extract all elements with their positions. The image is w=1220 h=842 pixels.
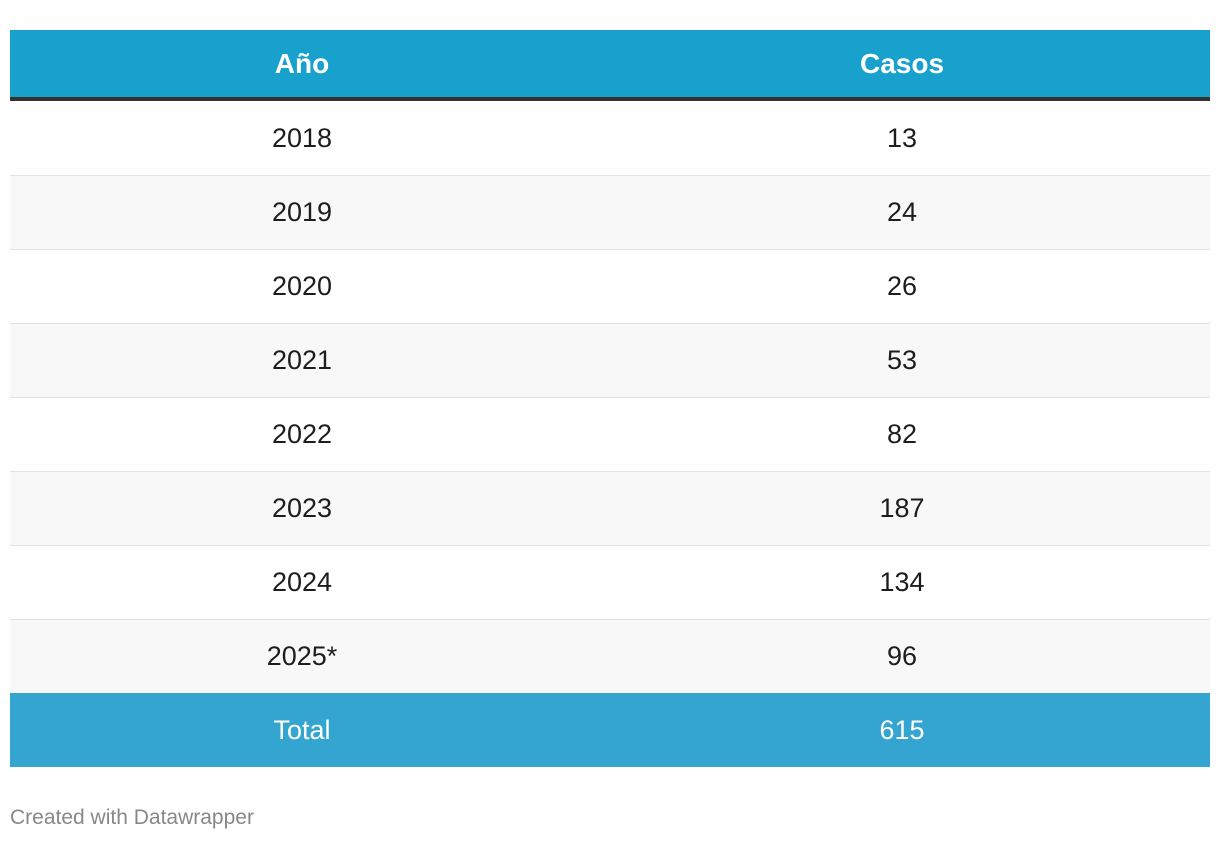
table-header-row: Año Casos (10, 30, 1210, 101)
table-row: 2021 53 (10, 324, 1210, 398)
cell-cases: 134 (879, 567, 925, 597)
cell-cases: 53 (886, 345, 918, 375)
cell-year: 2024 (271, 567, 333, 597)
cell-year: 2019 (271, 197, 333, 227)
total-value: 615 (879, 714, 925, 745)
cell-year: 2022 (271, 419, 333, 449)
cell-cases: 187 (879, 493, 925, 523)
cell-year: 2020 (271, 271, 333, 301)
table-row: 2019 24 (10, 176, 1210, 250)
data-table: Año Casos 2018 13 2019 24 2020 26 2021 53 2022 82… (10, 30, 1210, 767)
cell-cases: 13 (886, 122, 918, 153)
column-header-cases: Casos (859, 47, 945, 79)
cell-year: 2023 (271, 493, 333, 523)
cell-year: 2025* (266, 641, 338, 671)
column-header-year: Año (274, 47, 330, 79)
table-body: 2018 13 2019 24 2020 26 2021 53 2022 82 2023 187 202… (10, 101, 1210, 693)
table-row: 2020 26 (10, 250, 1210, 324)
cell-year: 2021 (271, 345, 333, 375)
datawrapper-credit: Created with Datawrapper (10, 806, 254, 829)
total-label: Total (273, 714, 331, 745)
table-total-row: Total 615 (10, 693, 1210, 767)
table-row: 2018 13 (10, 101, 1210, 176)
cell-cases: 82 (886, 419, 918, 449)
cell-cases: 24 (886, 197, 918, 227)
table-row: 2024 134 (10, 546, 1210, 620)
table-row: 2025* 96 (10, 620, 1210, 693)
table-row: 2023 187 (10, 472, 1210, 546)
table-row: 2022 82 (10, 398, 1210, 472)
cell-cases: 26 (886, 271, 918, 301)
cell-year: 2018 (271, 122, 333, 153)
cell-cases: 96 (886, 641, 918, 671)
